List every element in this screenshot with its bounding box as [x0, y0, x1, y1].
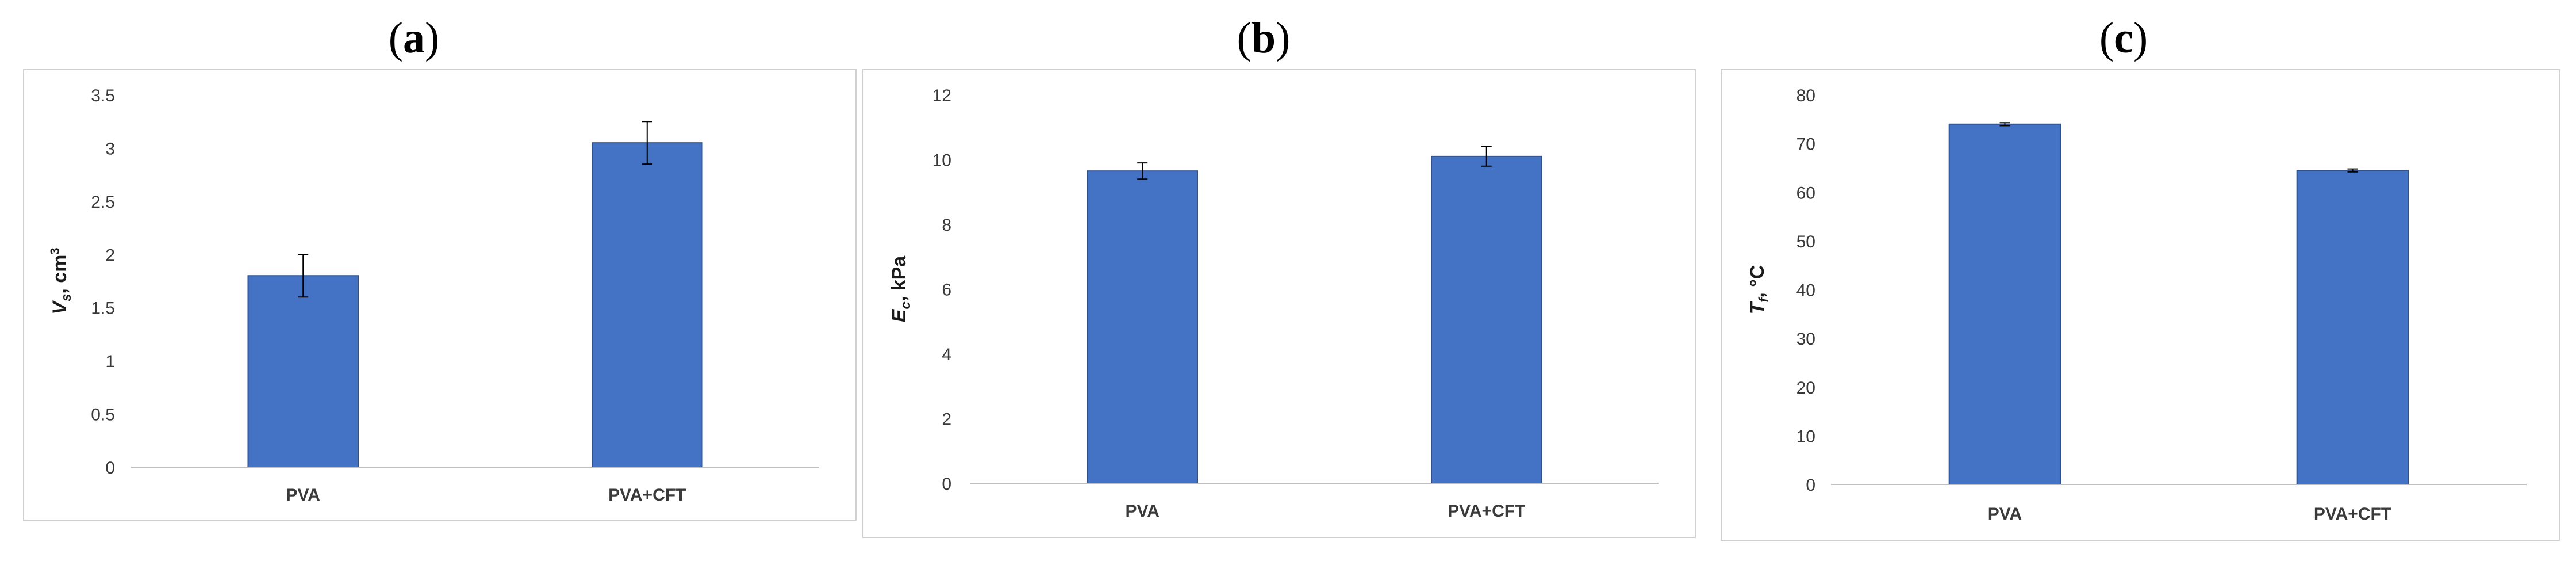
x-category-label: PVA+CFT [608, 486, 686, 505]
y-tick-label: 20 [1796, 379, 1815, 398]
chart-a: 0 0.5 1 1.5 2 2.5 3 3.5 PVA PVA+CFT Vs, cm3 [48, 86, 819, 505]
bar [1087, 170, 1199, 484]
panel-label-letter: b [1251, 14, 1276, 62]
panel-label-a: (a) [356, 10, 471, 66]
y-tick-label: 2.5 [91, 193, 115, 212]
y-tick-label: 4 [942, 345, 951, 364]
chart-frame-a [23, 69, 857, 521]
panel-label-letter: a [403, 14, 425, 62]
y-tick-label: 1 [105, 352, 115, 371]
y-tick-label: 50 [1796, 232, 1815, 251]
chart-b: 0 2 4 6 8 10 12 PVA PVA+CFT Ec, kPa [888, 86, 1659, 521]
x-category-label: PVA [1126, 502, 1160, 521]
x-category-label: PVA [286, 486, 320, 505]
x-category-label: PVA+CFT [2314, 505, 2391, 524]
panel-label-open: ( [388, 14, 403, 62]
y-tick-label: 40 [1796, 281, 1815, 300]
panel-label-open: ( [2099, 14, 2114, 62]
y-tick-label: 0.5 [91, 406, 115, 425]
y-axis-label: Tf, °C [1746, 265, 1772, 315]
chart-c: 0 10 20 30 40 50 60 70 80 PVA PVA+CFT Tf, °C [1746, 86, 2527, 524]
y-tick-label: 10 [932, 151, 951, 170]
y-tick-label: 60 [1796, 184, 1815, 203]
y-tick-label: 0 [942, 475, 951, 494]
bar [591, 142, 703, 468]
y-tick-label: 1.5 [91, 299, 115, 318]
y-axis-label: Vs, cm3 [48, 247, 74, 314]
y-tick-label: 8 [942, 216, 951, 235]
panel-label-close: ) [1276, 14, 1291, 62]
y-tick-label: 70 [1796, 135, 1815, 154]
bar [1430, 155, 1542, 484]
y-tick-label: 12 [932, 86, 951, 105]
y-tick-label: 3.5 [91, 86, 115, 105]
panel-label-close: ) [2133, 14, 2148, 62]
chart-frame-c [1721, 69, 2560, 541]
y-tick-label: 3 [105, 139, 115, 158]
y-tick-label: 2 [942, 410, 951, 429]
panel-label-open: ( [1237, 14, 1251, 62]
bar [247, 275, 359, 468]
y-tick-label: 30 [1796, 330, 1815, 349]
y-tick-label: 0 [1806, 476, 1815, 495]
y-tick-label: 2 [105, 246, 115, 265]
y-tick-label: 0 [105, 459, 115, 478]
y-axis-label: Ec, kPa [888, 255, 913, 323]
panel-label-c: (c) [2066, 10, 2181, 66]
panel-label-close: ) [425, 14, 440, 62]
y-tick-label: 6 [942, 281, 951, 300]
x-category-label: PVA [1988, 505, 2022, 524]
panel-label-letter: c [2114, 14, 2133, 62]
y-tick-label: 10 [1796, 427, 1815, 446]
panel-label-b: (b) [1206, 10, 1321, 66]
bar [1948, 123, 2061, 485]
x-category-label: PVA+CFT [1448, 502, 1525, 521]
y-tick-label: 80 [1796, 86, 1815, 105]
bar [2296, 170, 2409, 485]
chart-frame-b [862, 69, 1696, 538]
